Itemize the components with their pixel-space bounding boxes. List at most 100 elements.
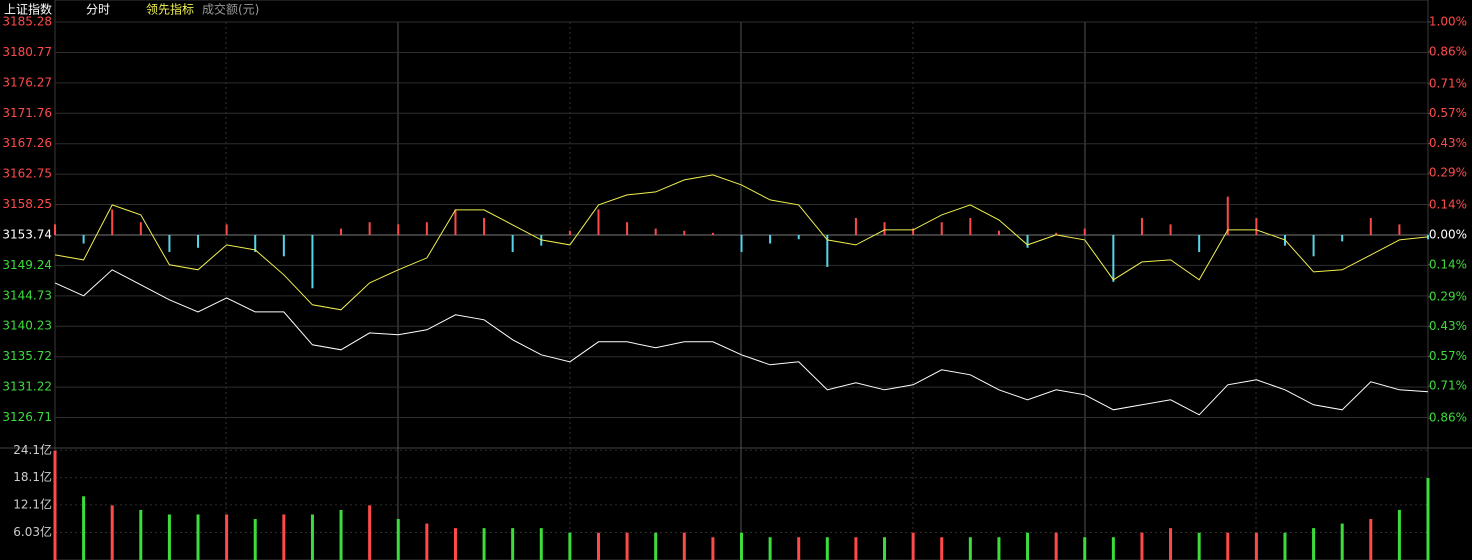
volume-bar [911, 532, 915, 560]
y-tick-label: 3144.73 [2, 288, 52, 302]
volume-bar [654, 532, 658, 560]
y-tick-label: 3167.26 [2, 136, 52, 150]
indicator-bar [1398, 224, 1401, 235]
volume-bar [1054, 532, 1058, 560]
indicator-bar [311, 235, 314, 289]
volume-bar [1226, 532, 1230, 560]
indicator-bar [1112, 235, 1115, 282]
indicator-bar [139, 222, 142, 235]
volume-bar [1397, 509, 1401, 560]
y-tick-label: 3176.27 [2, 75, 52, 89]
indicator-bar [511, 235, 514, 253]
indicator-bar [254, 235, 257, 253]
indicator-bar [997, 230, 1000, 235]
y2-tick-label: 0.29% [1429, 289, 1467, 303]
y-tick-label: 3180.77 [2, 45, 52, 59]
indicator-bar [1140, 217, 1143, 235]
volume-bar [1169, 528, 1173, 560]
indicator-bar [969, 217, 972, 235]
volume-bar [396, 519, 400, 560]
volume-bar [1369, 519, 1373, 560]
indicator-bar [1026, 235, 1029, 248]
volume-bar [368, 505, 372, 560]
y-tick-label: 3171.76 [2, 106, 52, 120]
indicator-bar [225, 224, 228, 235]
price-line [54, 269, 1429, 416]
volume-bar [883, 537, 887, 560]
volume-bar [1312, 528, 1316, 560]
indicator-bar [368, 222, 371, 235]
indicator-bar [683, 230, 686, 235]
indicator-bar [197, 235, 200, 248]
y2-tick-label: 0.57% [1429, 349, 1467, 363]
volume-bar [854, 537, 858, 560]
volume-bar [940, 537, 944, 560]
volume-bar [139, 509, 143, 560]
indicator-bar [1226, 196, 1229, 235]
volume-bar [1026, 532, 1030, 560]
y-tick-label: 3153.74 [2, 228, 52, 242]
indicator-bar [454, 209, 457, 235]
indicator-bar [82, 235, 85, 244]
y2-tick-label: 0.86% [1429, 44, 1467, 58]
volume-bar [596, 532, 600, 560]
volume-bar [1083, 537, 1087, 560]
volume-bar [682, 532, 686, 560]
volume-bar [225, 514, 229, 560]
y2-tick-label: 0.86% [1429, 411, 1467, 425]
indicator-bar [912, 228, 915, 235]
y-tick-label: 3149.24 [2, 258, 52, 272]
y2-tick-label: 0.57% [1429, 106, 1467, 120]
indicator-bar [568, 230, 571, 235]
y2-tick-label: 0.14% [1429, 257, 1467, 271]
indicator-bar [1169, 224, 1172, 235]
indicator-bar [769, 235, 772, 244]
y2-tick-label: 0.43% [1429, 319, 1467, 333]
y2-tick-label: 0.71% [1429, 76, 1467, 90]
volume-bar [997, 537, 1001, 560]
volume-bar [110, 505, 114, 560]
y2-tick-label: 0.29% [1429, 166, 1467, 180]
indicator-bar [1255, 217, 1258, 235]
volume-bar [1426, 478, 1430, 560]
volume-bar [1111, 537, 1115, 560]
indicator-bar [425, 222, 428, 235]
indicator-bar [597, 209, 600, 235]
volume-bar [740, 532, 743, 560]
indicator-bar [483, 217, 486, 235]
volume-bar [167, 514, 171, 560]
volume-bar [711, 537, 715, 560]
plot-frame [54, 0, 1429, 560]
indicator-bar [168, 235, 171, 253]
volume-bar [53, 450, 57, 560]
volume-bar [1254, 532, 1258, 560]
volume-bar [253, 519, 257, 560]
indicator-bar [282, 235, 285, 257]
indicator-bar [740, 235, 743, 253]
volume-bar [825, 537, 829, 560]
y2-tick-label: 0.43% [1429, 136, 1467, 150]
y-tick-label: 3135.72 [2, 349, 52, 363]
indicator-bar [797, 235, 800, 240]
volume-bar [539, 528, 543, 560]
indicator-bar [883, 222, 886, 235]
volume-title: 成交额(元) [202, 2, 259, 17]
indicator-bar [826, 235, 829, 267]
indicator-bar [711, 232, 714, 235]
indicator-bar [111, 209, 114, 235]
indicator-bar [54, 224, 56, 235]
indicator-bar [626, 222, 629, 235]
indicator-bar [1083, 228, 1086, 235]
indicator-bar [1312, 235, 1315, 257]
volume-bar [82, 496, 86, 560]
y-tick-label: 3158.25 [2, 197, 52, 211]
volume-bar [568, 532, 572, 560]
indicator-bar [940, 222, 943, 235]
price-line [54, 174, 1429, 311]
y2-tick-label: 0.14% [1429, 198, 1467, 212]
y-tick-label: 3185.28 [2, 15, 52, 29]
y2-tick-label: 0.00% [1429, 228, 1467, 242]
volume-bar [482, 528, 486, 560]
volume-bar [1197, 532, 1201, 560]
